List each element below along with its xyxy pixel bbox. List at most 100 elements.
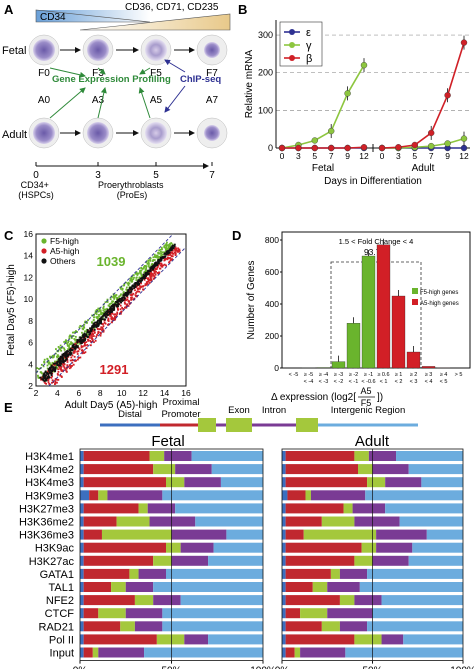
e-fetal-tick-label: 100%: [250, 666, 276, 669]
c-point-other: [129, 288, 132, 291]
c-point-f5: [113, 301, 116, 304]
c-point-other: [170, 246, 172, 249]
c-point-f5: [104, 308, 106, 311]
c-point-f5: [67, 341, 69, 344]
d-bar: [391, 295, 406, 369]
c-point-f5: [49, 363, 52, 366]
c-point-f5: [51, 362, 54, 365]
c-point-f5: [140, 269, 143, 272]
c-point-f5: [139, 272, 142, 275]
c-point-f5: [57, 354, 59, 357]
c-point-other: [47, 368, 50, 371]
c-point-f5: [114, 294, 117, 297]
panel-letter-c: C: [4, 228, 14, 243]
c-point-f5: [54, 352, 57, 355]
e-adult-segment: [372, 464, 409, 475]
c-point-a5: [150, 271, 152, 274]
c-point-other: [77, 339, 80, 342]
c-point-other: [127, 292, 130, 295]
c-point-f5: [138, 277, 141, 280]
c-point-a5: [115, 315, 117, 318]
c-point-f5: [121, 288, 124, 291]
b-point: [360, 144, 368, 151]
e-fetal-segment: [83, 451, 150, 461]
e-adult-segment: [312, 582, 328, 592]
c-point-f5: [71, 331, 74, 334]
e-fetal-segment: [80, 464, 84, 475]
c-point-a5: [68, 367, 71, 370]
e-adult-segment: [327, 608, 373, 619]
c-point-a5: [93, 331, 96, 334]
c-point-a5: [101, 329, 103, 332]
c-point-other: [136, 281, 139, 283]
e-fetal-segment: [80, 477, 84, 488]
c-point-other: [147, 272, 150, 275]
c-point-other: [171, 248, 174, 250]
c-ytick-label: 2: [28, 381, 33, 391]
c-point-a5: [153, 272, 156, 275]
c-point-other: [102, 314, 105, 317]
c-point-f5: [92, 319, 95, 322]
c-point-other: [60, 362, 63, 365]
e-adult-segment: [339, 621, 368, 632]
c-point-a5: [85, 341, 88, 344]
c-point-other: [85, 333, 88, 336]
adult-cell-2: [145, 122, 167, 144]
c-point-other: [56, 360, 59, 363]
c-point-other: [45, 377, 48, 380]
c-point-f5: [81, 331, 83, 334]
e-fetal-segment: [175, 503, 263, 514]
e-adult-segment: [287, 490, 306, 501]
c-point-other: [123, 296, 126, 299]
c-point-f5: [136, 272, 138, 275]
c-point-other: [117, 302, 119, 304]
d-ytick-label: 800: [265, 235, 279, 245]
e-fetal-segment: [162, 490, 263, 501]
c-point-a5: [83, 352, 86, 354]
c-point-f5: [42, 365, 45, 368]
c-point-other: [48, 371, 51, 373]
c-point-f5: [110, 302, 113, 305]
c-point-a5: [150, 275, 153, 278]
c-point-a5: [47, 381, 50, 384]
adult-row-label: Adult: [2, 129, 27, 141]
histogram-chart: 0 200 400 600 800 Number of Genes 1.5 < Fold C…: [246, 231, 471, 408]
d-xlabel-prefix: Δ expression (log2[: [271, 392, 356, 403]
e-adult-segment: [372, 555, 409, 566]
c-point-a5: [117, 309, 119, 311]
c-point-a5: [174, 252, 177, 255]
c-point-f5: [70, 342, 73, 345]
c-xtick-label: 6: [76, 388, 81, 398]
c-ytick-label: 14: [24, 251, 34, 261]
c-point-other: [83, 332, 86, 335]
c-point-a5: [125, 305, 128, 307]
e-adult-segment: [285, 634, 355, 645]
d-legend-swatch: [412, 288, 418, 294]
c-point-f5: [156, 254, 159, 257]
c-point-other: [168, 249, 171, 252]
c-point-f5: [59, 344, 62, 347]
c-point-a5: [56, 381, 58, 384]
c-point-a5: [163, 263, 166, 266]
c-point-f5: [39, 371, 42, 374]
c-point-f5: [46, 367, 49, 370]
e-row-label: H3K4me3: [25, 477, 74, 489]
c-point-a5: [54, 378, 57, 380]
e-adult-segment: [285, 608, 301, 619]
c-point-f5: [147, 263, 150, 265]
c-point-f5: [56, 356, 59, 359]
c-point-f5: [126, 282, 129, 285]
c-point-f5: [109, 298, 112, 301]
c-point-f5: [86, 333, 89, 336]
c-point-other: [64, 355, 67, 358]
c-point-f5: [135, 272, 137, 275]
c-point-a5: [118, 312, 121, 315]
c-point-other: [134, 284, 137, 287]
cell-images: F0 A0 F3 A3 F5 A5 F7 A7: [28, 34, 228, 149]
c-point-f5: [84, 321, 86, 324]
c-point-other: [54, 370, 56, 373]
e-row-label: H3K4me2: [25, 464, 74, 476]
c-point-f5: [94, 312, 97, 315]
d-xlabel-denominator: F5: [361, 398, 372, 408]
c-point-f5: [46, 357, 49, 360]
